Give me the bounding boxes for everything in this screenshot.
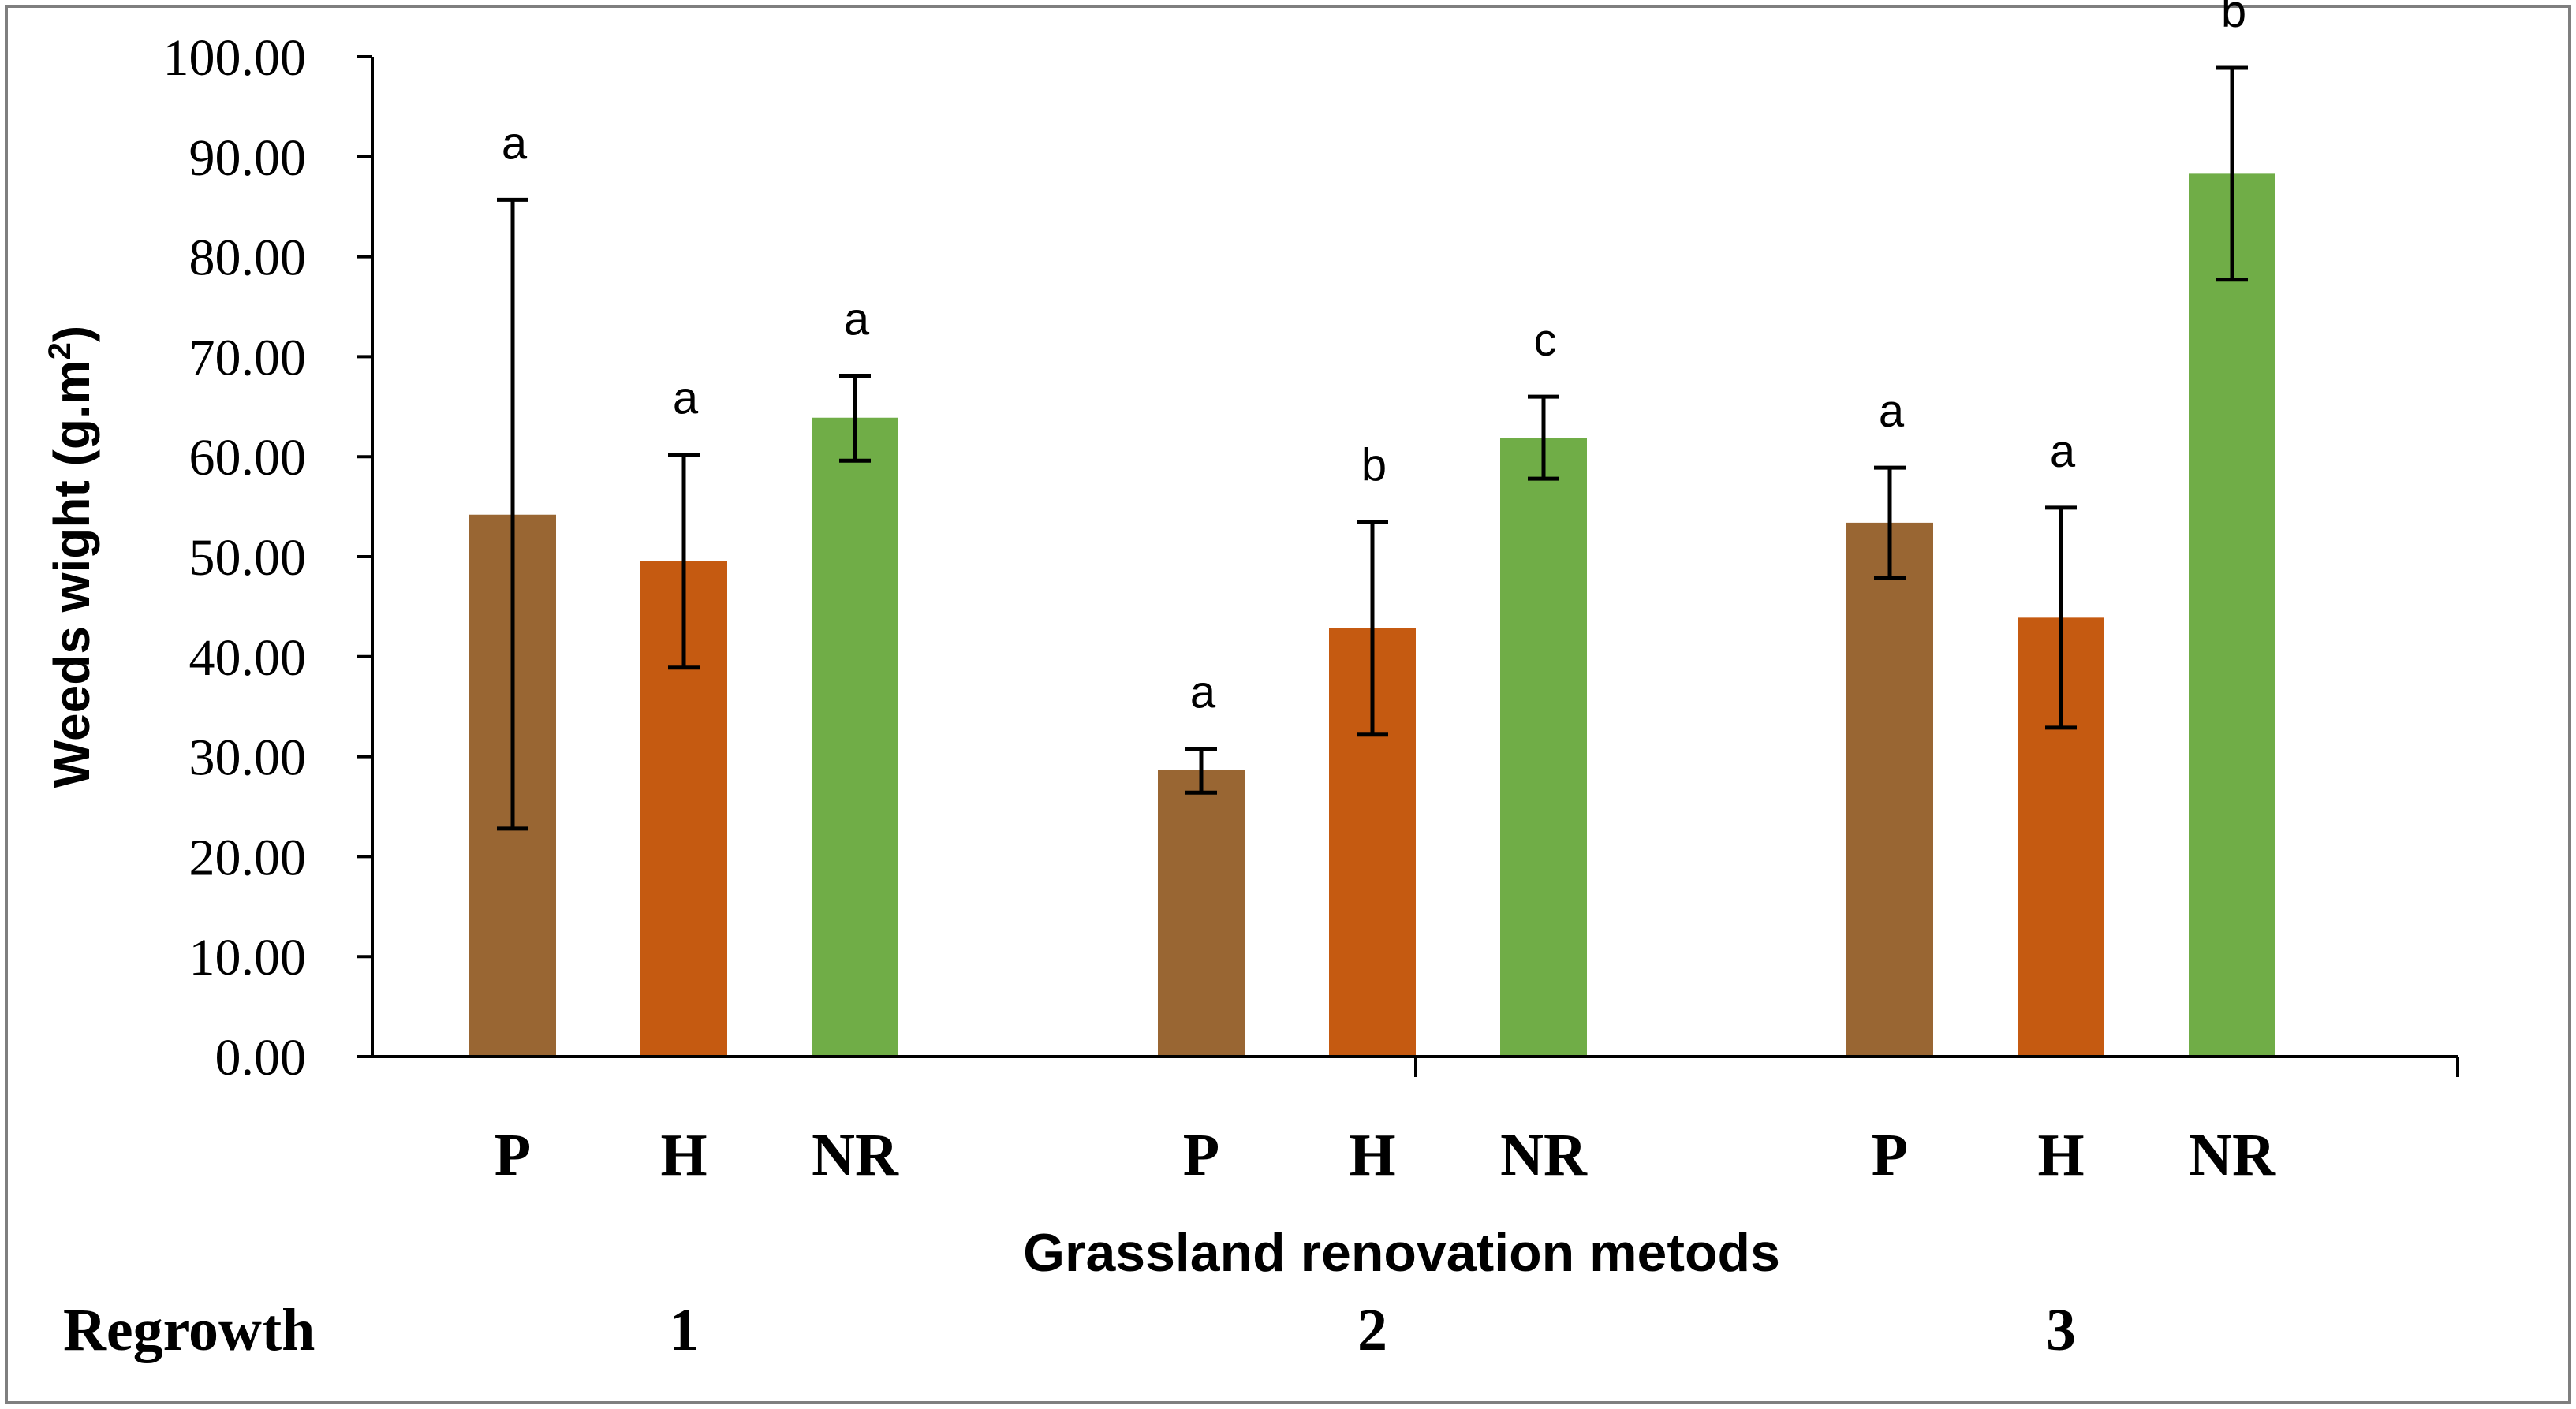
x-axis-title: Grassland renovation metods (1023, 1223, 1780, 1283)
y-tick-label: 10.00 (189, 929, 307, 986)
chart-frame (5, 5, 2571, 1404)
significance-letter: a (2050, 426, 2076, 477)
category-label-h: H (2037, 1122, 2084, 1188)
category-label-p: P (495, 1122, 531, 1188)
bar-regrowth-3-p (1846, 522, 1933, 1057)
bar-regrowth-2-nr (1500, 438, 1587, 1057)
category-label-h: H (1349, 1122, 1395, 1188)
y-tick-label: 70.00 (189, 329, 307, 386)
y-tick-label: 50.00 (189, 529, 307, 587)
significance-letter: b (1361, 440, 1387, 491)
y-axis-title-superscript: 2 (43, 342, 77, 360)
y-tick-label: 20.00 (189, 829, 307, 886)
y-axis-title-close: ) (43, 326, 100, 342)
y-axis-title: Weeds wight (g.m2) (43, 326, 100, 788)
significance-letter: a (844, 293, 870, 345)
significance-letter: a (673, 373, 699, 424)
category-label-nr: NR (812, 1122, 899, 1188)
significance-letter: a (1190, 666, 1216, 718)
category-label-nr: NR (1500, 1122, 1588, 1188)
y-tick-label: 60.00 (189, 429, 307, 486)
y-axis-ticks: 0.00 10.00 20.00 30.00 40.00 50.00 60.00 70.00 8… (163, 29, 372, 1087)
y-tick-label: 100.00 (163, 29, 307, 87)
bars (469, 173, 2275, 1057)
category-label-p: P (1183, 1122, 1219, 1188)
category-label-nr: NR (2189, 1122, 2276, 1188)
error-bars (497, 65, 2248, 831)
regrowth-group-3: 3 (2046, 1297, 2076, 1363)
y-tick-label: 0.00 (215, 1029, 307, 1087)
category-label-h: H (660, 1122, 707, 1188)
y-tick-label: 80.00 (189, 229, 307, 287)
regrowth-group-1: 1 (669, 1297, 699, 1363)
significance-letters: a a a a b c a a b (502, 0, 2246, 718)
y-axis-title-main: Weeds wight (g.m (43, 360, 100, 788)
regrowth-label: Regrowth (63, 1297, 315, 1363)
regrowth-group-2: 2 (1357, 1297, 1387, 1363)
group-separators (1414, 1057, 2459, 1077)
significance-letter: b (2221, 0, 2246, 37)
bar-regrowth-2-p (1158, 770, 1245, 1057)
significance-letter: a (502, 117, 528, 169)
bar-regrowth-3-nr (2189, 173, 2275, 1057)
y-tick-label: 90.00 (189, 129, 307, 187)
significance-letter: a (1879, 386, 1905, 437)
y-tick-label: 30.00 (189, 729, 307, 787)
bar-regrowth-1-nr (812, 417, 898, 1057)
regrowth-group-labels: 1 2 3 (669, 1297, 2076, 1363)
y-tick-label: 40.00 (189, 629, 307, 687)
category-label-p: P (1872, 1122, 1908, 1188)
category-labels: P H NR P H NR P H NR (495, 1122, 2276, 1188)
significance-letter: c (1534, 315, 1557, 366)
